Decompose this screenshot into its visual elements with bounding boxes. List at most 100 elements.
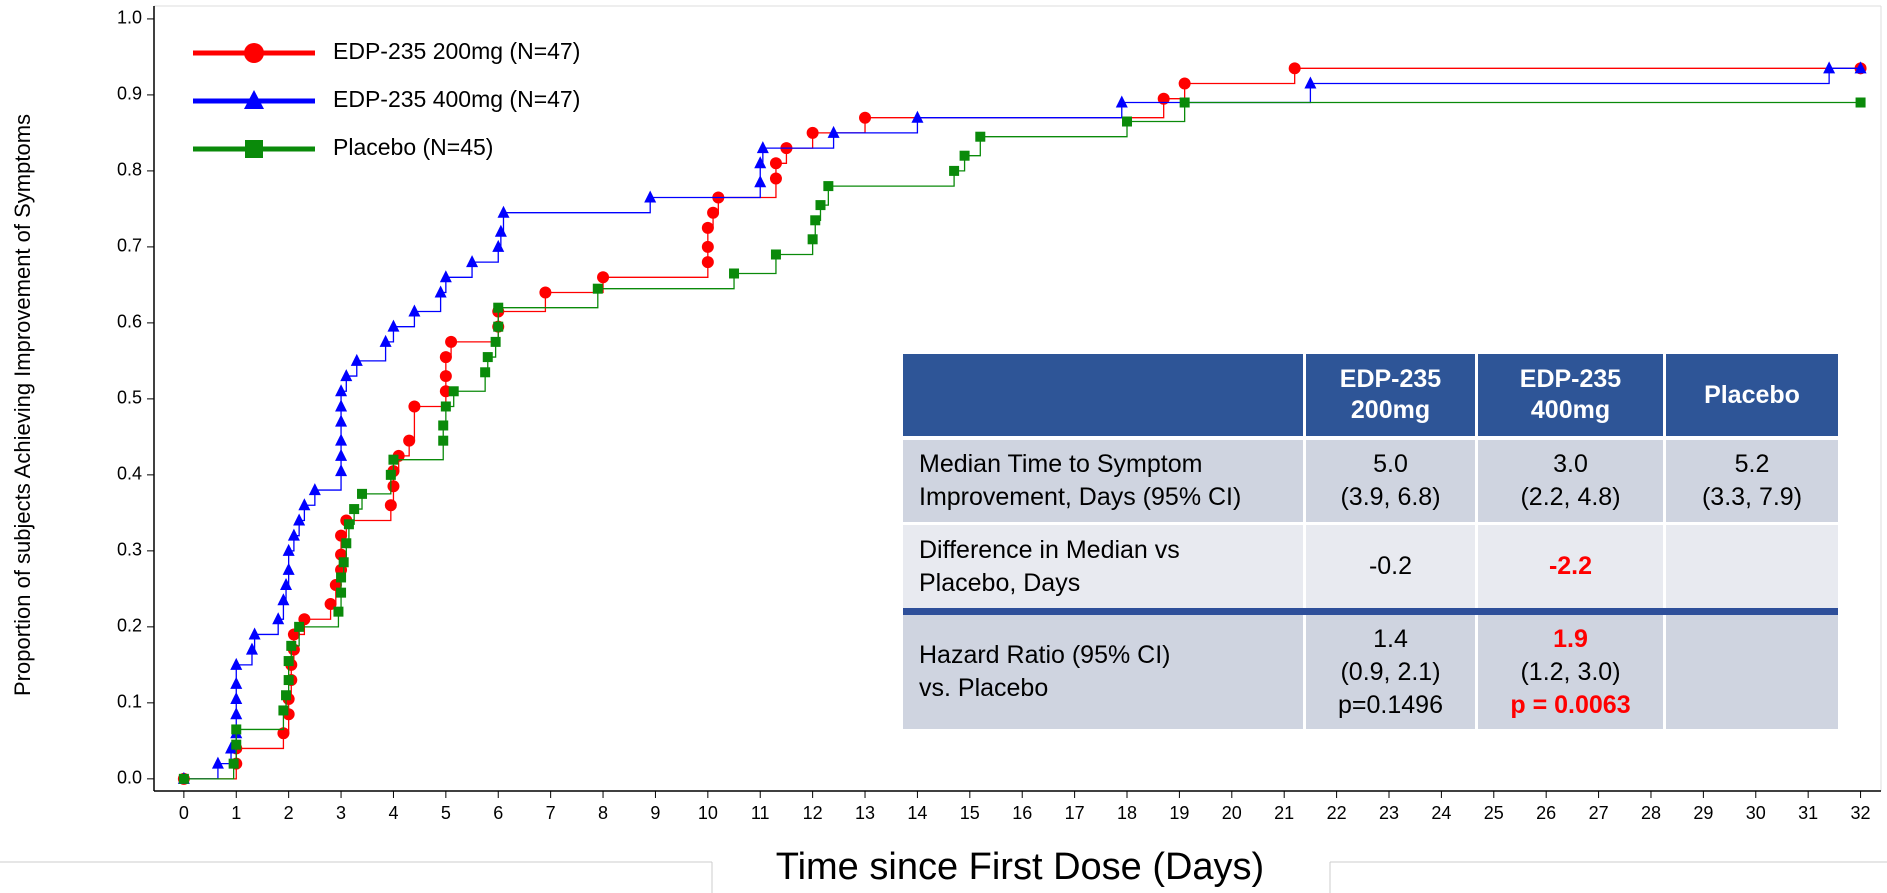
y-tick-label: 0.4 xyxy=(117,464,142,484)
marker xyxy=(769,172,782,185)
marker xyxy=(823,181,834,192)
marker xyxy=(959,150,970,161)
marker xyxy=(438,420,449,431)
legend-label: EDP-235 400mg (N=47) xyxy=(333,86,580,112)
table-cell: Median Time to Symptom Improvement, Days … xyxy=(903,440,1306,522)
legend-marker xyxy=(244,43,264,63)
marker xyxy=(911,110,924,123)
marker xyxy=(282,562,295,575)
cell-text: EDP-235 xyxy=(1339,365,1442,393)
marker xyxy=(1855,97,1866,108)
table-row: EDP-235 200mg EDP-235 400mg Placebo xyxy=(903,354,1838,436)
marker xyxy=(1854,61,1867,74)
table-separator xyxy=(903,608,1838,615)
cell-text: 400mg xyxy=(1530,396,1611,424)
marker xyxy=(335,414,348,427)
marker xyxy=(272,612,285,625)
x-tick-label: 16 xyxy=(1012,803,1032,823)
x-tick-label: 14 xyxy=(907,803,927,823)
marker xyxy=(293,513,306,526)
y-axis-title: Proportion of subjects Achieving Improve… xyxy=(10,114,35,696)
marker xyxy=(448,386,459,397)
cell-text: vs. Placebo xyxy=(919,674,1049,702)
x-tick-label: 0 xyxy=(179,803,189,823)
marker xyxy=(283,675,294,686)
x-tick-label: 20 xyxy=(1222,803,1242,823)
table-cell: 5.2 (3.3, 7.9) xyxy=(1666,440,1838,522)
marker xyxy=(230,657,243,670)
y-tick-label: 0.5 xyxy=(117,388,142,408)
legend-label: Placebo (N=45) xyxy=(333,134,493,160)
legend-marker xyxy=(245,140,263,158)
table-cell: -2.2 xyxy=(1478,525,1666,608)
marker xyxy=(806,126,819,139)
table-cell: EDP-235 400mg xyxy=(1478,354,1666,436)
x-tick-label: 5 xyxy=(441,803,451,823)
table-cell: EDP-235 200mg xyxy=(1306,354,1478,436)
marker xyxy=(336,587,347,598)
x-tick-label: 11 xyxy=(751,803,770,823)
marker xyxy=(349,504,360,515)
x-tick-label: 22 xyxy=(1327,803,1347,823)
cell-text: Difference in Median vs xyxy=(919,535,1180,564)
table-cell: 1.4 (0.9, 2.1) p=0.1496 xyxy=(1306,615,1478,729)
marker xyxy=(341,538,352,549)
marker xyxy=(408,400,421,413)
marker xyxy=(178,773,189,784)
cell-text: (0.9, 2.1) xyxy=(1340,657,1441,686)
marker xyxy=(333,606,344,617)
y-tick-label: 0.7 xyxy=(117,236,142,256)
marker xyxy=(1122,116,1133,127)
cell-text: 5.0 xyxy=(1373,450,1408,478)
marker xyxy=(1823,61,1836,74)
marker xyxy=(335,448,348,461)
y-tick-label: 0.3 xyxy=(117,540,142,560)
marker xyxy=(859,111,872,124)
marker xyxy=(335,433,348,446)
marker xyxy=(439,351,452,364)
cell-text: Hazard Ratio (95% CI) xyxy=(919,641,1171,669)
x-axis-title: Time since First Dose (Days) xyxy=(776,846,1264,888)
marker xyxy=(211,756,224,769)
marker xyxy=(335,384,348,397)
x-tick-label: 25 xyxy=(1484,803,1504,823)
marker xyxy=(282,543,295,556)
x-tick-label: 2 xyxy=(284,803,294,823)
marker xyxy=(434,285,447,298)
marker xyxy=(754,175,767,188)
table-row: Hazard Ratio (95% CI) vs. Placebo 1.4 (0.9,… xyxy=(903,615,1838,729)
marker xyxy=(815,200,826,211)
marker xyxy=(438,435,449,446)
cell-text: (3.3, 7.9) xyxy=(1701,483,1803,511)
marker xyxy=(277,727,290,740)
marker xyxy=(286,640,297,651)
marker xyxy=(379,334,392,347)
cell-text: 1.9 xyxy=(1553,624,1588,653)
marker xyxy=(539,286,552,299)
marker xyxy=(949,165,960,176)
marker xyxy=(335,464,348,477)
marker xyxy=(287,528,300,541)
marker xyxy=(357,488,368,499)
marker xyxy=(340,369,353,382)
cell-text: EDP-235 xyxy=(1519,365,1622,393)
marker xyxy=(466,255,479,268)
marker xyxy=(439,270,452,283)
marker xyxy=(231,724,242,735)
marker xyxy=(756,141,769,154)
marker xyxy=(701,240,714,253)
marker xyxy=(245,642,258,655)
x-tick-label: 31 xyxy=(1798,803,1818,823)
marker xyxy=(281,690,292,701)
marker xyxy=(439,370,452,383)
cell-text: 3.0 xyxy=(1553,450,1588,478)
marker xyxy=(280,578,293,591)
x-tick-label: 26 xyxy=(1536,803,1556,823)
table-cell: -0.2 xyxy=(1306,525,1478,608)
x-tick-label: 10 xyxy=(698,803,718,823)
x-tick-label: 1 xyxy=(231,803,241,823)
marker xyxy=(248,627,261,640)
marker xyxy=(308,483,321,496)
marker xyxy=(597,271,610,284)
